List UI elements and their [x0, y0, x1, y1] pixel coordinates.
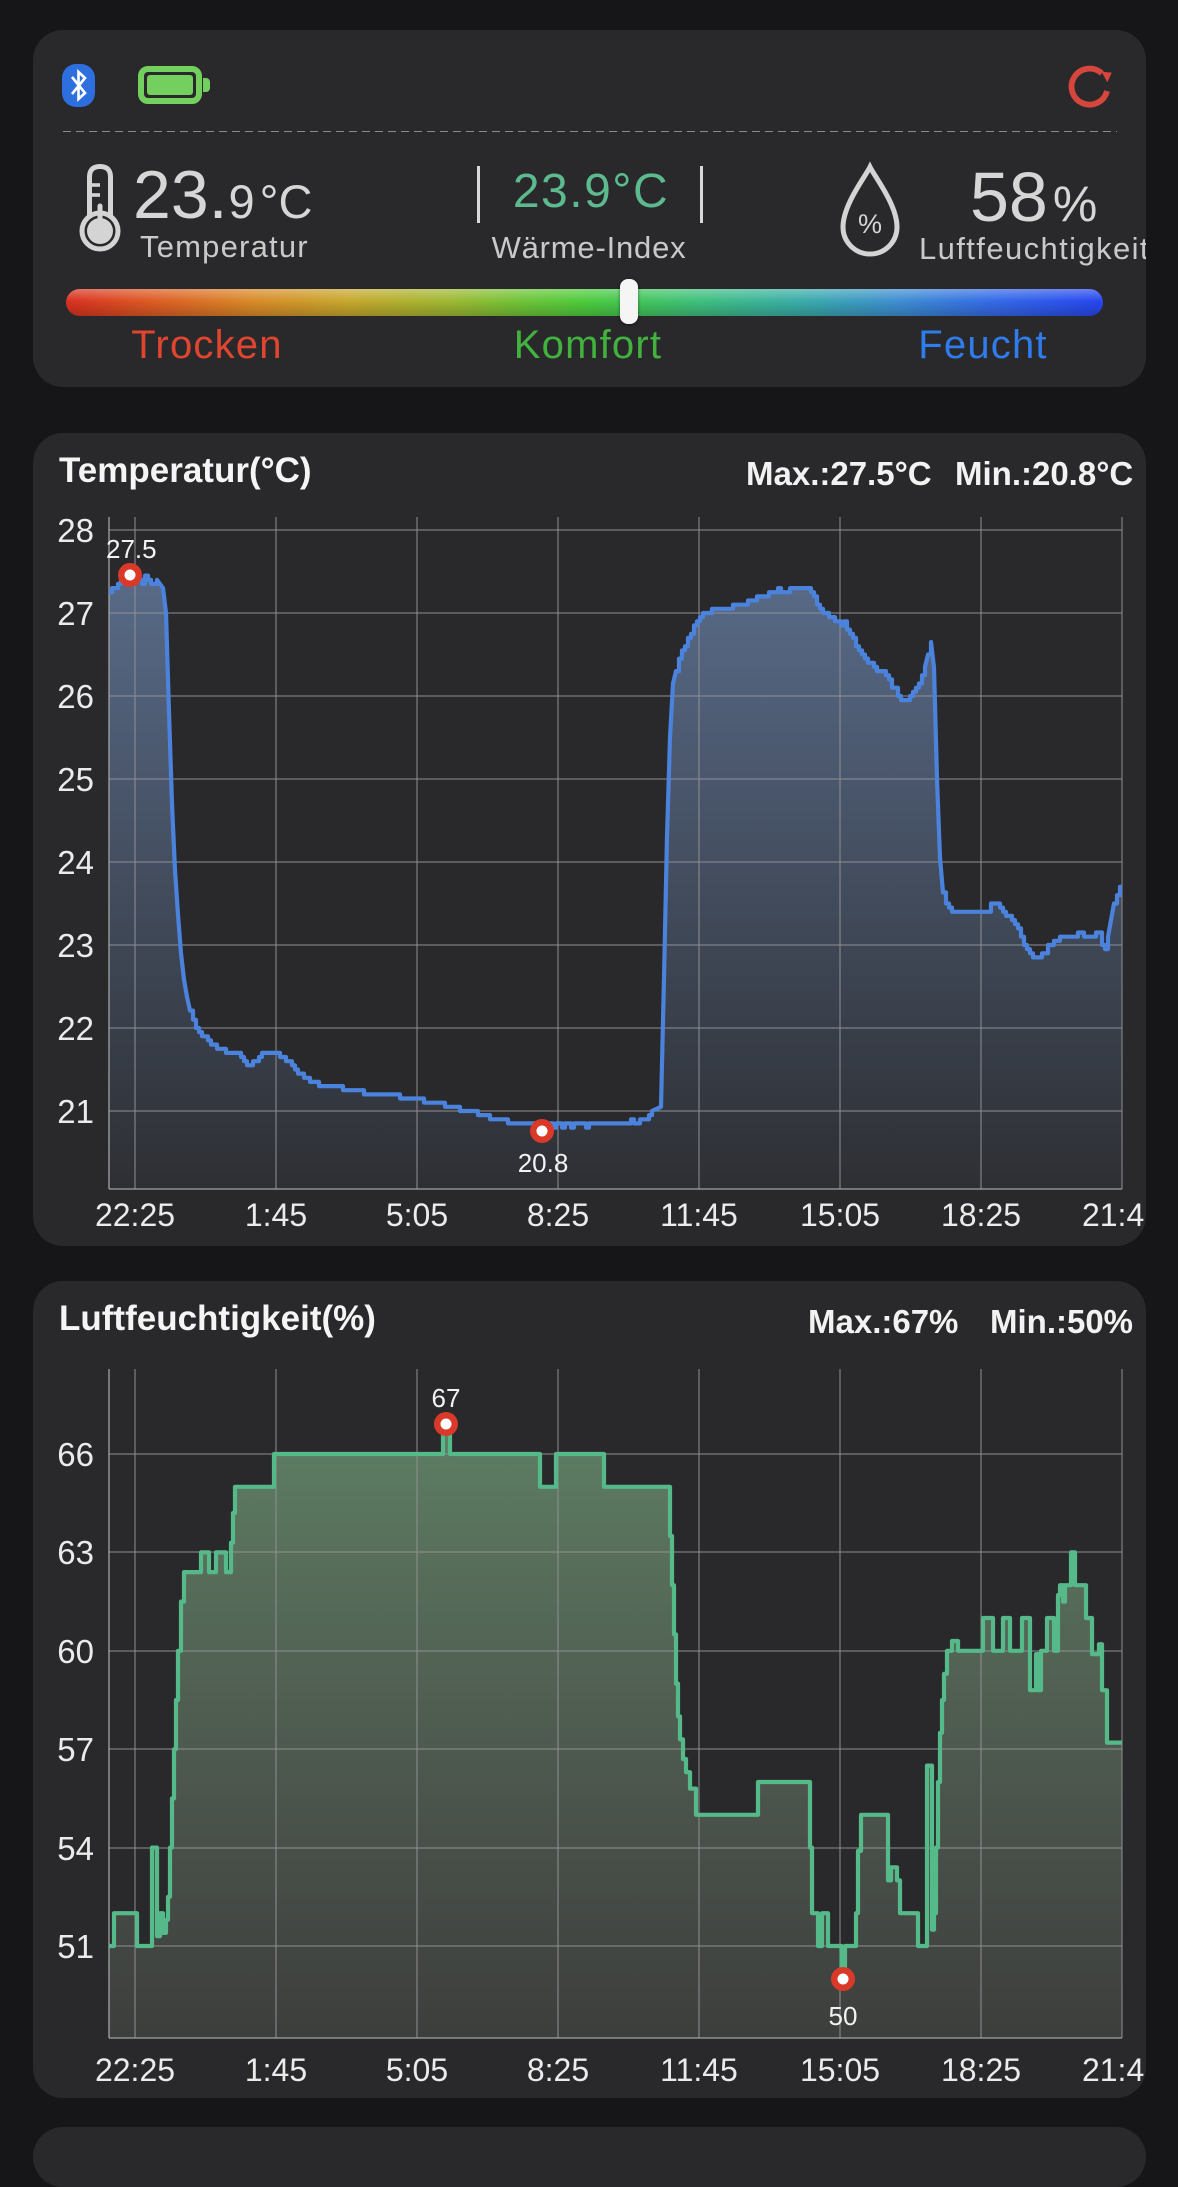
svg-text:%: %	[858, 209, 882, 239]
